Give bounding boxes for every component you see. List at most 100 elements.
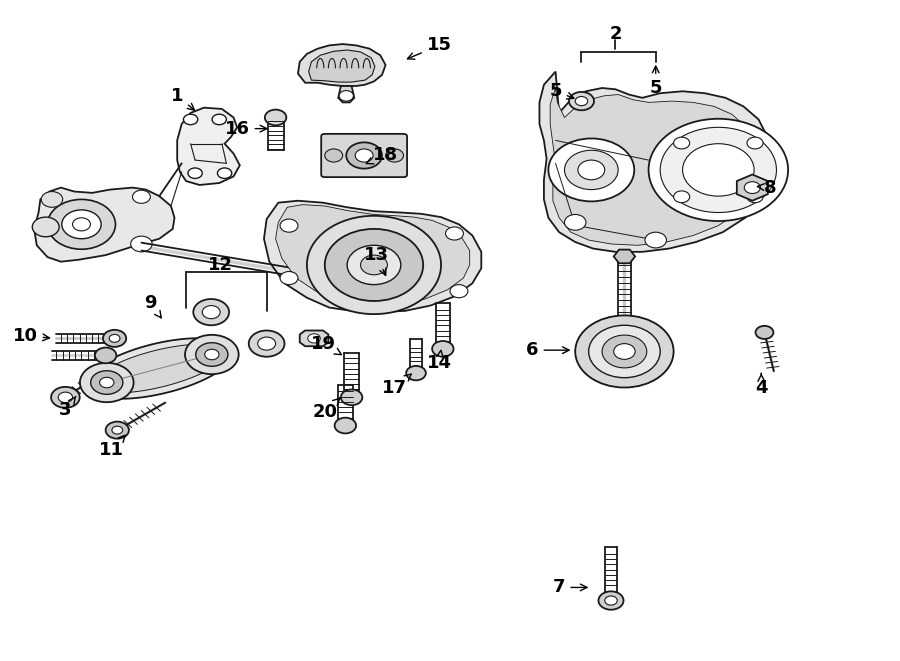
Circle shape bbox=[450, 285, 468, 297]
Circle shape bbox=[308, 334, 320, 343]
Circle shape bbox=[184, 114, 198, 125]
Polygon shape bbox=[309, 50, 375, 82]
Text: 19: 19 bbox=[310, 334, 341, 355]
Circle shape bbox=[339, 91, 354, 101]
Circle shape bbox=[94, 348, 116, 364]
Text: 5: 5 bbox=[650, 66, 662, 97]
Circle shape bbox=[130, 236, 152, 252]
Circle shape bbox=[51, 387, 80, 408]
Circle shape bbox=[32, 217, 59, 237]
Text: 16: 16 bbox=[225, 120, 266, 137]
Text: 10: 10 bbox=[13, 327, 50, 345]
Polygon shape bbox=[264, 201, 482, 312]
Circle shape bbox=[406, 366, 426, 380]
Polygon shape bbox=[177, 108, 239, 185]
Circle shape bbox=[105, 422, 129, 439]
Polygon shape bbox=[338, 86, 355, 102]
Circle shape bbox=[744, 182, 760, 194]
FancyBboxPatch shape bbox=[321, 134, 407, 177]
Circle shape bbox=[564, 214, 586, 230]
Polygon shape bbox=[539, 71, 772, 252]
Circle shape bbox=[280, 219, 298, 232]
Text: 15: 15 bbox=[408, 36, 452, 59]
Text: 7: 7 bbox=[553, 578, 587, 596]
Circle shape bbox=[265, 110, 286, 126]
Text: 2: 2 bbox=[609, 25, 622, 43]
Polygon shape bbox=[275, 205, 470, 305]
Circle shape bbox=[356, 149, 373, 162]
Circle shape bbox=[188, 168, 202, 178]
Circle shape bbox=[185, 335, 238, 374]
Circle shape bbox=[194, 299, 230, 325]
Circle shape bbox=[682, 143, 754, 196]
Polygon shape bbox=[34, 188, 175, 262]
Circle shape bbox=[103, 330, 126, 347]
Circle shape bbox=[575, 315, 673, 387]
Circle shape bbox=[578, 160, 605, 180]
Polygon shape bbox=[550, 88, 759, 245]
Circle shape bbox=[341, 389, 363, 405]
Circle shape bbox=[598, 592, 624, 609]
Text: 13: 13 bbox=[364, 246, 389, 276]
Circle shape bbox=[325, 149, 343, 162]
Circle shape bbox=[747, 191, 763, 203]
Text: 9: 9 bbox=[144, 294, 161, 318]
Polygon shape bbox=[298, 44, 385, 86]
Text: 8: 8 bbox=[758, 178, 777, 196]
Circle shape bbox=[649, 119, 788, 221]
Circle shape bbox=[307, 215, 441, 314]
Text: 17: 17 bbox=[382, 374, 411, 397]
Circle shape bbox=[755, 326, 773, 339]
Circle shape bbox=[446, 227, 464, 240]
Circle shape bbox=[645, 232, 667, 248]
Text: 5: 5 bbox=[549, 82, 574, 100]
Circle shape bbox=[41, 192, 63, 208]
Circle shape bbox=[100, 377, 114, 388]
Circle shape bbox=[575, 97, 588, 106]
Circle shape bbox=[132, 190, 150, 204]
Text: 3: 3 bbox=[59, 397, 76, 420]
Text: 11: 11 bbox=[99, 435, 125, 459]
Circle shape bbox=[91, 371, 123, 395]
Circle shape bbox=[280, 272, 298, 285]
Circle shape bbox=[602, 335, 647, 368]
Circle shape bbox=[248, 330, 284, 357]
Circle shape bbox=[204, 349, 219, 360]
Text: 1: 1 bbox=[171, 87, 194, 110]
Polygon shape bbox=[94, 344, 225, 393]
Circle shape bbox=[605, 596, 617, 605]
Text: 14: 14 bbox=[427, 350, 452, 372]
Polygon shape bbox=[300, 330, 328, 346]
Text: 18: 18 bbox=[366, 146, 398, 164]
Circle shape bbox=[673, 191, 689, 203]
Circle shape bbox=[195, 342, 228, 366]
Circle shape bbox=[385, 149, 403, 162]
Polygon shape bbox=[737, 175, 768, 201]
Circle shape bbox=[361, 255, 387, 275]
Circle shape bbox=[218, 168, 232, 178]
Circle shape bbox=[257, 337, 275, 350]
Circle shape bbox=[335, 418, 356, 434]
Circle shape bbox=[212, 114, 227, 125]
Circle shape bbox=[564, 150, 618, 190]
Circle shape bbox=[614, 344, 635, 360]
Circle shape bbox=[432, 341, 454, 357]
Text: 20: 20 bbox=[312, 399, 340, 422]
Circle shape bbox=[202, 305, 220, 319]
Circle shape bbox=[109, 334, 120, 342]
Circle shape bbox=[80, 363, 133, 402]
Polygon shape bbox=[85, 338, 234, 399]
Circle shape bbox=[62, 210, 101, 239]
Circle shape bbox=[589, 325, 661, 377]
Text: 12: 12 bbox=[208, 256, 232, 274]
Circle shape bbox=[747, 137, 763, 149]
Circle shape bbox=[569, 92, 594, 110]
Circle shape bbox=[58, 392, 73, 403]
Circle shape bbox=[325, 229, 423, 301]
Circle shape bbox=[347, 245, 400, 285]
Circle shape bbox=[346, 142, 382, 169]
Circle shape bbox=[73, 217, 90, 231]
Circle shape bbox=[673, 137, 689, 149]
Circle shape bbox=[48, 200, 115, 249]
Circle shape bbox=[112, 426, 122, 434]
